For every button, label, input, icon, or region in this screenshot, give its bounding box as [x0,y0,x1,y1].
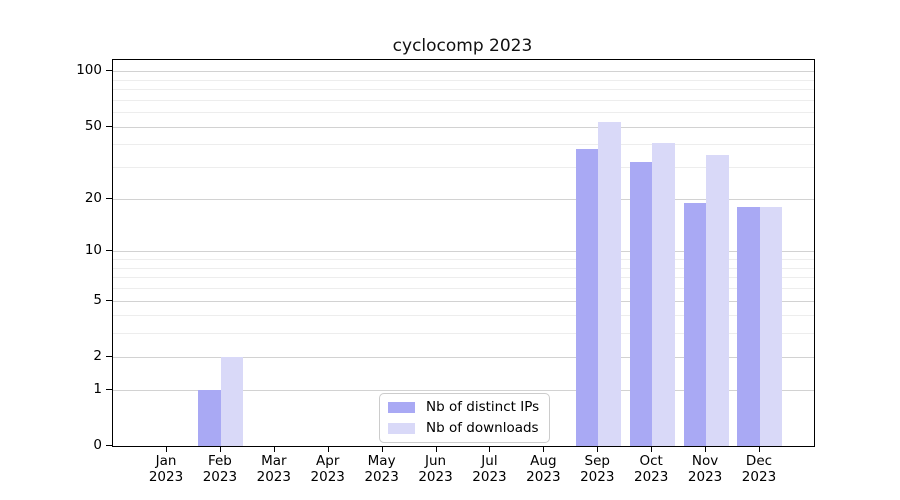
y-tick-label: 50 [84,117,102,134]
bar [759,206,783,446]
gridline-minor [113,89,814,91]
x-tick-label: Apr 2023 [310,453,345,485]
legend-swatch-distinct-ips [388,401,415,413]
x-tick-label: Dec 2023 [741,453,777,485]
gridline-major [113,71,814,73]
x-tick-mark [327,446,329,452]
bar [683,202,707,446]
x-tick-mark [381,446,383,452]
x-tick-mark [597,446,599,452]
x-tick-label: Mar 2023 [256,453,291,485]
y-tick-label: 0 [93,437,102,453]
bar [575,148,599,446]
y-tick-label: 2 [93,347,102,364]
x-tick-label: Aug 2023 [526,453,561,485]
plot-area: Nb of distinct IPs Nb of downloads [112,59,815,447]
y-tick-mark [106,299,113,301]
x-tick-mark [651,446,653,452]
x-tick-label: Jul 2023 [472,453,507,485]
gridline-major [113,198,814,200]
bar [652,142,675,446]
y-tick-mark [106,250,113,252]
x-tick-label: Oct 2023 [633,453,669,485]
legend-label-downloads: Nb of downloads [426,420,539,436]
x-tick-label: Feb 2023 [202,453,238,485]
x-tick-mark [219,446,221,452]
bar [198,389,221,446]
legend: Nb of distinct IPs Nb of downloads [379,393,551,443]
legend-item-downloads: Nb of downloads [388,420,539,436]
gridline-major [113,251,814,253]
gridline-minor [113,167,814,169]
bar [629,162,653,446]
gridline-minor [113,112,814,114]
y-tick-mark [106,388,113,390]
y-tick-mark [106,197,113,199]
x-tick-label: Jan 2023 [148,453,184,485]
bar [737,206,760,446]
legend-label-distinct-ips: Nb of distinct IPs [426,399,540,415]
y-tick-label: 100 [76,62,102,79]
gridline-minor [113,144,814,146]
x-tick-label: Nov 2023 [687,453,723,485]
chart-title: cyclocomp 2023 [392,36,533,56]
x-tick-mark [543,446,545,452]
bar [220,356,244,446]
gridline-minor [113,288,814,289]
y-tick-label: 1 [93,380,102,397]
y-tick-mark [106,70,113,72]
gridline-major [113,356,814,358]
gridline-minor [113,315,814,317]
gridline-minor [113,267,814,269]
gridline-major [113,300,814,302]
x-tick-mark [758,446,760,452]
gridlines-layer [113,60,814,446]
legend-swatch-downloads [388,422,415,434]
x-tick-label: Sep 2023 [580,453,615,485]
x-tick-mark [166,446,167,452]
y-tick-mark [106,445,113,446]
y-tick-label: 5 [93,291,102,308]
x-tick-mark [435,446,437,452]
bar [706,155,729,446]
gridline-minor [113,277,814,279]
y-tick-mark [106,355,113,357]
x-tick-mark [273,446,275,452]
gridline-minor [113,259,814,261]
gridline-major [113,126,814,128]
y-tick-mark [106,125,113,127]
x-tick-label: Jun 2023 [418,453,453,485]
y-tick-label: 10 [84,242,102,259]
legend-item-distinct-ips: Nb of distinct IPs [388,399,539,415]
bars-layer [113,60,814,446]
bar [598,122,621,446]
y-tick-label: 20 [84,189,102,206]
gridline-minor [113,79,814,81]
x-tick-label: May 2023 [364,453,399,485]
gridline-minor [113,333,814,335]
x-tick-mark [489,446,491,452]
gridline-minor [113,99,814,101]
x-tick-mark [705,446,707,452]
gridline-major [113,389,814,391]
